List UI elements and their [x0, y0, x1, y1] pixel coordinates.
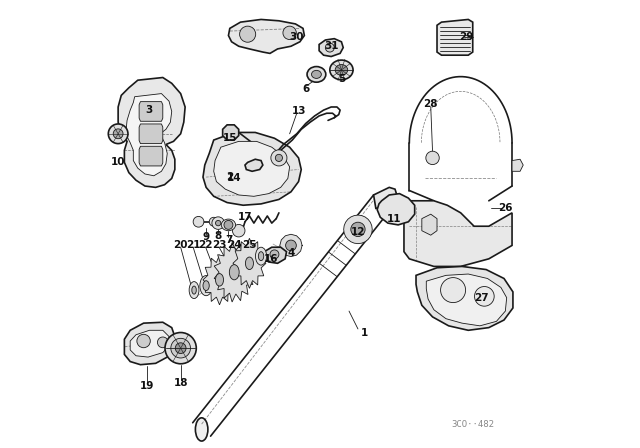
Text: 24: 24 — [227, 241, 241, 250]
Ellipse shape — [312, 70, 321, 78]
Ellipse shape — [307, 67, 326, 82]
Circle shape — [175, 343, 186, 353]
Text: 3: 3 — [146, 105, 153, 115]
Text: 5: 5 — [338, 74, 345, 84]
Polygon shape — [214, 242, 255, 302]
Circle shape — [440, 278, 465, 302]
Text: 11: 11 — [387, 214, 401, 224]
Polygon shape — [280, 234, 302, 257]
Circle shape — [209, 217, 218, 226]
Polygon shape — [344, 215, 372, 244]
Text: 31: 31 — [324, 41, 339, 51]
Polygon shape — [130, 330, 169, 357]
Polygon shape — [139, 102, 163, 121]
Text: 21: 21 — [186, 241, 200, 250]
Circle shape — [283, 26, 296, 39]
Circle shape — [212, 217, 225, 229]
Text: 12: 12 — [351, 227, 365, 237]
Polygon shape — [245, 159, 263, 171]
Polygon shape — [422, 214, 437, 235]
Circle shape — [270, 250, 279, 259]
Text: 14: 14 — [227, 173, 241, 183]
Circle shape — [232, 224, 245, 237]
Ellipse shape — [330, 60, 353, 80]
Polygon shape — [426, 274, 507, 326]
Circle shape — [137, 334, 150, 348]
Text: 2: 2 — [226, 172, 234, 182]
Ellipse shape — [245, 257, 253, 270]
Circle shape — [157, 337, 168, 348]
Polygon shape — [118, 78, 185, 187]
Polygon shape — [404, 201, 512, 267]
Polygon shape — [263, 247, 287, 263]
Circle shape — [474, 287, 494, 306]
Text: 16: 16 — [264, 254, 278, 264]
Polygon shape — [214, 142, 290, 196]
Ellipse shape — [203, 281, 209, 291]
Circle shape — [171, 338, 191, 358]
Ellipse shape — [200, 276, 212, 296]
Text: 4: 4 — [287, 248, 294, 258]
Text: 26: 26 — [498, 203, 513, 213]
Ellipse shape — [195, 418, 208, 441]
Text: 25: 25 — [242, 241, 257, 250]
Polygon shape — [203, 255, 236, 305]
Text: 3CO··482: 3CO··482 — [452, 420, 495, 429]
Polygon shape — [139, 146, 163, 166]
Circle shape — [108, 124, 128, 144]
Text: 10: 10 — [111, 157, 125, 168]
Text: 9: 9 — [202, 233, 209, 242]
Polygon shape — [319, 39, 343, 56]
Text: 6: 6 — [302, 84, 309, 94]
Circle shape — [351, 222, 365, 237]
Text: 17: 17 — [237, 212, 252, 222]
Text: 13: 13 — [291, 107, 306, 116]
Polygon shape — [374, 187, 397, 208]
Text: 15: 15 — [223, 133, 237, 143]
Polygon shape — [228, 19, 305, 53]
Ellipse shape — [335, 65, 348, 75]
Circle shape — [426, 151, 439, 164]
Polygon shape — [512, 159, 524, 171]
Polygon shape — [139, 124, 163, 144]
Ellipse shape — [255, 247, 267, 265]
Circle shape — [165, 332, 196, 364]
Text: 22: 22 — [198, 241, 213, 250]
Text: 29: 29 — [460, 32, 474, 42]
Polygon shape — [377, 194, 415, 225]
Text: 27: 27 — [474, 293, 489, 303]
Ellipse shape — [189, 282, 199, 298]
Text: 8: 8 — [214, 231, 222, 241]
Text: 19: 19 — [140, 381, 154, 391]
Text: 1: 1 — [361, 328, 368, 338]
Ellipse shape — [216, 274, 223, 286]
Text: 23: 23 — [212, 241, 227, 250]
Circle shape — [325, 43, 334, 52]
Text: 20: 20 — [173, 241, 188, 250]
Circle shape — [285, 240, 296, 251]
Ellipse shape — [192, 286, 196, 294]
Circle shape — [271, 150, 287, 166]
Text: 28: 28 — [424, 99, 438, 109]
Circle shape — [113, 129, 123, 139]
Text: 30: 30 — [289, 32, 304, 42]
Polygon shape — [125, 94, 172, 176]
Circle shape — [239, 26, 256, 42]
Ellipse shape — [259, 252, 264, 261]
Circle shape — [216, 220, 221, 226]
Polygon shape — [223, 125, 239, 140]
Polygon shape — [233, 238, 266, 289]
Polygon shape — [203, 133, 301, 205]
Circle shape — [275, 154, 282, 161]
Text: 18: 18 — [173, 378, 188, 388]
Ellipse shape — [229, 265, 239, 280]
Polygon shape — [124, 322, 175, 365]
Circle shape — [193, 216, 204, 227]
Polygon shape — [416, 267, 513, 330]
Polygon shape — [437, 19, 473, 55]
Ellipse shape — [221, 219, 236, 231]
Circle shape — [224, 220, 233, 229]
Text: 7: 7 — [225, 235, 232, 245]
